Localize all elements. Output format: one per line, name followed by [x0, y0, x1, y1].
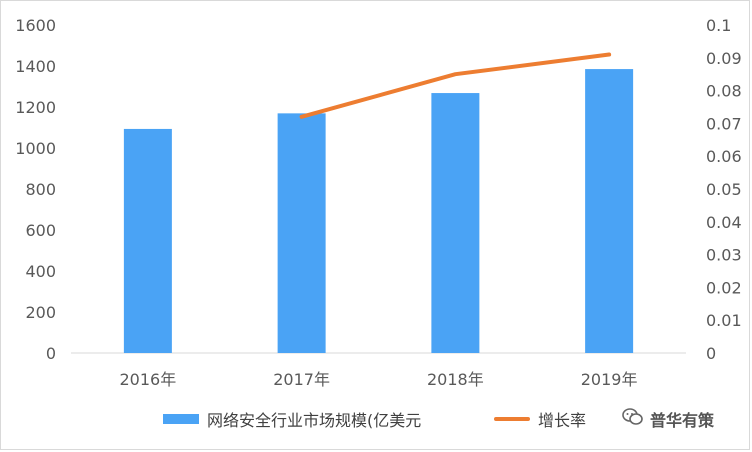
x-tick-label: 2019年 [581, 370, 638, 389]
watermark: 普华有策 [622, 406, 714, 432]
left-tick-label: 200 [25, 303, 56, 322]
bar-0 [123, 128, 172, 353]
right-tick-label: 0.05 [706, 180, 742, 199]
left-tick-label: 1000 [15, 139, 56, 158]
left-tick-label: 400 [25, 262, 56, 281]
left-tick-label: 0 [46, 344, 56, 363]
bar-3 [585, 69, 634, 353]
left-tick-label: 1600 [15, 16, 56, 35]
growth-rate-line [299, 52, 612, 119]
right-tick-label: 0.03 [706, 246, 742, 265]
right-tick-label: 0.07 [706, 114, 742, 133]
x-tick-label: 2018年 [427, 370, 484, 389]
left-axis-ticks: 0 200 400 600 800 1000 1200 1400 1600 [15, 16, 56, 363]
bar-2 [431, 93, 480, 353]
right-tick-label: 0.02 [706, 278, 742, 297]
right-tick-label: 0.09 [706, 49, 742, 68]
left-tick-label: 1200 [15, 98, 56, 117]
legend-swatch-line [494, 417, 530, 421]
legend-item-bar: 网络安全行业市场规模(亿美元 [163, 406, 421, 432]
watermark-text: 普华有策 [650, 411, 715, 430]
line-series [299, 52, 612, 119]
bar-1 [277, 113, 326, 353]
legend-label-bar: 网络安全行业市场规模(亿美元 [207, 411, 422, 430]
right-axis-ticks: 0 0.01 0.02 0.03 0.04 0.05 0.06 0.07 0.08 0.09 0.1 [706, 16, 742, 363]
x-tick-label: 2016年 [120, 370, 177, 389]
legend-item-line: 增长率 [494, 406, 586, 432]
x-axis-ticks: 2016年 2017年 2018年 2019年 [120, 370, 638, 389]
right-tick-label: 0.06 [706, 147, 742, 166]
right-tick-label: 0.01 [706, 311, 742, 330]
right-tick-label: 0.08 [706, 82, 742, 101]
bar-series [123, 69, 634, 353]
x-tick-label: 2017年 [273, 370, 330, 389]
right-tick-label: 0.04 [706, 213, 742, 232]
legend-label-line: 增长率 [538, 411, 587, 430]
right-tick-label: 0.1 [706, 16, 731, 35]
left-tick-label: 800 [25, 180, 56, 199]
legend-swatch-bar [163, 414, 199, 424]
right-tick-label: 0 [706, 344, 716, 363]
wechat-icon [622, 408, 644, 430]
left-tick-label: 600 [25, 221, 56, 240]
left-tick-label: 1400 [15, 57, 56, 76]
